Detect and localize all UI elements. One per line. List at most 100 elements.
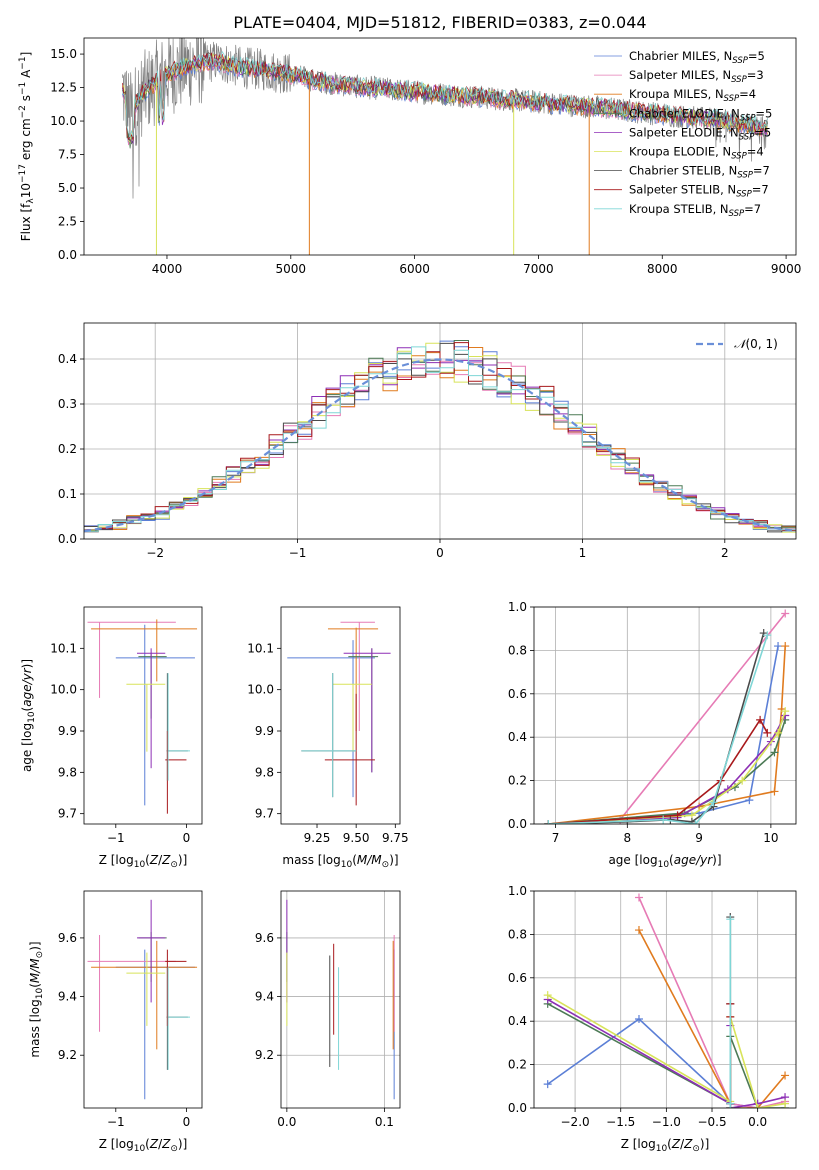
legend-entry-text: Chabrier STELIB, N [629, 164, 737, 178]
label-part: Z [161, 853, 171, 867]
label-part: Z [log [99, 1137, 134, 1151]
x-tick-label: 9 [695, 831, 703, 845]
y-tick-label: 0.0 [58, 532, 77, 546]
series-line-5 [548, 710, 786, 824]
x-tick-label: −1 [107, 831, 125, 845]
label-subscript: SSP [740, 113, 756, 123]
label-part: )] [700, 1137, 709, 1151]
axes-frame [83, 890, 203, 1109]
label-subscript: SSP [724, 94, 740, 104]
series-marker [756, 715, 765, 724]
label-part: erg cm [19, 118, 33, 164]
x-tick-label: 8000 [647, 262, 678, 276]
error-bars [87, 899, 198, 1100]
label-subscript: ⊙ [170, 1144, 178, 1154]
y-tick-label: 0.6 [508, 687, 527, 701]
series-marker [763, 728, 772, 737]
label-subscript: SSP [736, 190, 752, 200]
series-marker [753, 1104, 762, 1108]
label-superscript: −1 [18, 56, 28, 69]
legend-entry-text: Kroupa MILES, N [629, 87, 724, 101]
y-tick-label: 0.2 [58, 442, 77, 456]
model-spectrum-6 [122, 52, 768, 145]
model-spectrum-4 [122, 55, 768, 145]
x-tick-label: −0.5 [697, 1115, 726, 1129]
label-part: ( [20, 707, 34, 712]
series-marker [774, 728, 783, 737]
series-marker [781, 707, 790, 716]
y-tick-label: 10.0 [50, 114, 77, 128]
x-tick-label: −1.5 [606, 1115, 635, 1129]
label-subscript: SSP [737, 171, 753, 181]
label-part: )] [712, 853, 721, 867]
x-tick-label: 9.25 [304, 831, 331, 845]
series-marker [774, 642, 783, 651]
x-tick-label: 9000 [771, 262, 802, 276]
y-tick-label: 0.4 [58, 352, 77, 366]
y-tick-label: 1.0 [508, 884, 527, 898]
y-tick-label: 9.6 [255, 931, 274, 945]
y-tick-label: 10.1 [50, 641, 77, 655]
label-part: Z [149, 853, 159, 867]
y-tick-label: 7.5 [58, 148, 77, 162]
model-spectrum-3 [122, 55, 768, 149]
y-tick-label: 9.2 [58, 1048, 77, 1062]
legend-nssp: =4 [747, 145, 764, 159]
label-subscript: SSP [739, 132, 755, 142]
series-lines [544, 609, 790, 824]
y-tick-label: 9.9 [255, 724, 274, 738]
y-tick-label: 0.0 [508, 817, 527, 831]
x-tick-label: 7 [552, 831, 560, 845]
legend-entry-text: Salpeter STELIB, N [629, 183, 736, 197]
series-marker [673, 811, 682, 820]
series-marker [709, 798, 718, 807]
x-tick-label: 2 [721, 546, 729, 560]
label-part: 10 [19, 183, 33, 198]
label-part: Z [683, 1137, 693, 1151]
y-tick-label: 0.6 [508, 971, 527, 985]
y-tick-label: 0.2 [508, 774, 527, 788]
label-part: )] [28, 941, 42, 950]
axes-frame [83, 37, 797, 256]
axes-frame [533, 606, 797, 825]
axes-frame [83, 606, 203, 825]
series-marker [726, 1099, 735, 1108]
x-axis-label: mass [log10(M/M⊙)] [282, 853, 398, 870]
legend-entry-text: Kroupa ELODIE, N [629, 145, 731, 159]
y-tick-label: 9.7 [255, 807, 274, 821]
mass-vs-metallicity-panel: −1 09.29.49.6Z [log10(Z/Z⊙)]mass [log10(M… [28, 890, 203, 1154]
label-superscript: −1 [18, 82, 28, 95]
x-tick-label: 0.0 [277, 1115, 296, 1129]
y-axis-label: age [log10(age/yr)] [20, 659, 37, 772]
label-part: / [158, 1137, 163, 1151]
label-subscript: ⊙ [35, 951, 45, 959]
legend-nssp: =3 [747, 68, 764, 82]
series-marker [770, 748, 779, 757]
label-part: )] [20, 659, 34, 668]
legend-nssp: =7 [744, 202, 761, 216]
x-tick-label: 7000 [523, 262, 554, 276]
y-tick-label: 15.0 [50, 47, 77, 61]
series-marker [763, 631, 772, 640]
x-tick-label: 0 [183, 1115, 191, 1129]
legend-nssp: =5 [754, 125, 771, 139]
axes-frame [280, 606, 401, 825]
x-tick-label: 0.0 [748, 1115, 767, 1129]
y-tick-label: 0.3 [58, 397, 77, 411]
label-part: mass [log [282, 853, 340, 867]
series-marker [543, 1080, 552, 1089]
label-subscript: 10 [658, 860, 670, 870]
legend-symbol: 𝒩 [734, 337, 749, 351]
mass-vs-ebv-panel: 0.0 0.1 9.2 9.4 9.6 [255, 890, 401, 1129]
spectrum-panel: 4000 5000 6000 7000 8000 9000 0.0 2.5 5.0 7.5 10.0… [18, 37, 802, 276]
series-marker [659, 815, 668, 824]
y-axis-label: Flux [fλ10−17 erg cm−2 s−1 A−1] [18, 52, 36, 242]
label-superscript: −2 [18, 105, 28, 118]
y-tick-label: 9.9 [58, 724, 77, 738]
label-part: age/yr [674, 853, 713, 867]
y-tick-label: 0.4 [508, 730, 527, 744]
legend-nssp: =5 [748, 49, 765, 63]
x-tick-label: 9.50 [343, 831, 370, 845]
y-tick-label: 9.7 [58, 807, 77, 821]
